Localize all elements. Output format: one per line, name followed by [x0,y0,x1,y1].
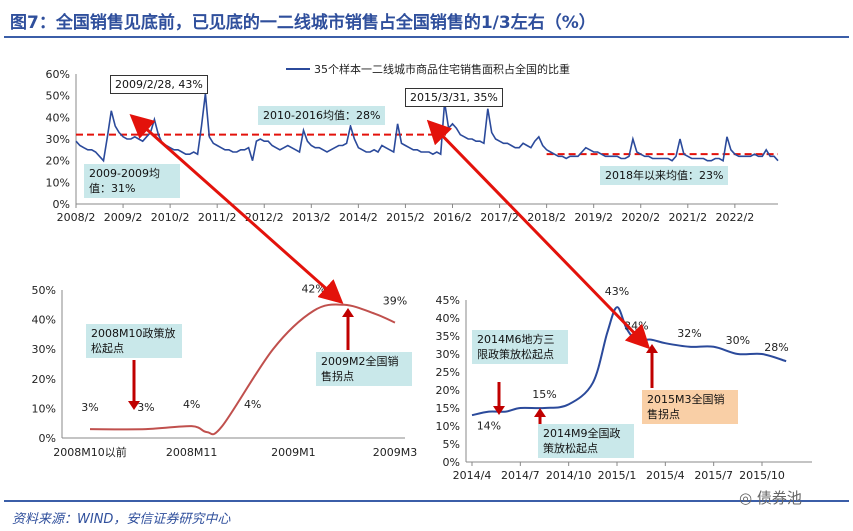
avg-2018-label: 2018年以来均值：23% [600,166,729,185]
link-arrow-2009 [129,114,344,304]
y-tick-label: 35% [436,330,460,343]
y-tick-label: 50% [46,90,70,103]
figure-footer: 资料来源：WIND，安信证券研究中心 ◎ 债券池 [4,489,849,527]
x-tick-label: 2022/2 [716,211,755,224]
x-tick-label: 2014/2 [339,211,378,224]
x-tick-label: 2008/2 [57,211,96,224]
x-tick-label: 2021/2 [668,211,707,224]
wechat-icon: ◎ [739,489,757,507]
y-tick-label: 0% [39,432,56,445]
data-label: 14% [477,420,501,433]
arrow-2009m2-head [342,308,354,317]
data-label: 4% [183,398,200,411]
y-tick-label: 10% [436,420,460,433]
annotation-2015m3: 2015M3全国销售拐点 [642,390,738,424]
annotation-2014m9: 2014M9全国政策放松起点 [538,424,634,458]
x-tick-label: 2009M3 [373,446,417,459]
annotation-2014m6: 2014M6地方三限政策放松起点 [472,330,568,364]
x-tick-label: 2016/2 [433,211,472,224]
y-tick-label: 5% [443,438,460,451]
y-tick-label: 40% [32,314,56,327]
y-tick-label: 20% [32,373,56,386]
source-note: 资料来源：WIND，安信证券研究中心 [12,512,231,527]
y-tick-label: 10% [46,176,70,189]
avg-2009-label: 2009-2009均值：31% [84,164,180,198]
data-label: 3% [81,401,98,414]
y-tick-label: 0% [53,198,70,211]
avg-2010-2016-label: 2010-2016均值：28% [258,106,386,125]
y-tick-label: 45% [436,294,460,307]
arrow-2015m3-head [646,344,658,353]
arrow-2014m6-head [493,406,505,415]
annotation-2015-point: 2015/3/31, 35% [405,88,503,107]
y-tick-label: 30% [32,343,56,356]
series-curve [89,303,396,436]
watermark-text: 债券池 [756,489,802,507]
x-tick-label: 2009M1 [271,446,315,459]
x-tick-label: 2014/7 [501,469,540,482]
y-tick-label: 0% [443,456,460,469]
data-label: 43% [605,285,629,298]
y-tick-label: 40% [436,312,460,325]
y-tick-label: 10% [32,402,56,415]
y-tick-label: 25% [436,366,460,379]
y-tick-label: 15% [436,402,460,415]
figure-title: 图7：全国销售见底前，已见底的一二线城市销售占全国销售的1/3左右（%） [10,13,596,33]
y-tick-label: 30% [46,133,70,146]
x-tick-label: 2014/10 [546,469,592,482]
x-tick-label: 2015/7 [694,469,733,482]
x-tick-label: 2017/2 [480,211,519,224]
arrow-2014m9-head [534,408,546,417]
x-tick-label: 2015/1 [598,469,637,482]
data-label: 32% [677,327,701,340]
y-tick-label: 20% [46,155,70,168]
x-tick-label: 2009/2 [104,211,143,224]
x-tick-label: 2008M10以前 [53,445,126,459]
data-label: 3% [137,401,154,414]
x-tick-label: 2015/10 [739,469,785,482]
x-tick-label: 2010/2 [151,211,190,224]
data-label: 15% [532,388,556,401]
annotation-2009m2: 2009M2全国销售拐点 [316,352,412,386]
figure-header: 图7：全国销售见底前，已见底的一二线城市销售占全国销售的1/3左右（%） [4,6,849,38]
legend-label: 35个样本一二线城市商品住宅销售面积占全国的比重 [314,62,570,76]
x-tick-label: 2008M11 [166,446,217,459]
y-tick-label: 50% [32,284,56,297]
linking-arrows [129,114,651,350]
x-tick-label: 2020/2 [621,211,660,224]
x-tick-label: 2014/4 [453,469,492,482]
y-tick-label: 40% [46,111,70,124]
x-tick-label: 2011/2 [198,211,237,224]
y-tick-label: 30% [436,348,460,361]
x-tick-label: 2019/2 [574,211,613,224]
x-tick-label: 2018/2 [527,211,566,224]
link-arrow-2015 [426,119,651,350]
x-tick-label: 2015/4 [646,469,685,482]
x-tick-label: 2013/2 [292,211,331,224]
annotation-2008m10: 2008M10政策放松起点 [86,324,182,358]
watermark: ◎ 债券池 [739,487,802,508]
x-tick-label: 2015/2 [386,211,425,224]
data-label: 39% [383,295,407,308]
data-label: 4% [244,398,261,411]
annotation-2009-peak: 2009/2/28, 43% [110,75,208,94]
y-tick-label: 60% [46,68,70,81]
data-label: 28% [764,341,788,354]
arrow-2008m10-head [128,401,140,410]
y-tick-label: 20% [436,384,460,397]
data-label: 30% [726,334,750,347]
